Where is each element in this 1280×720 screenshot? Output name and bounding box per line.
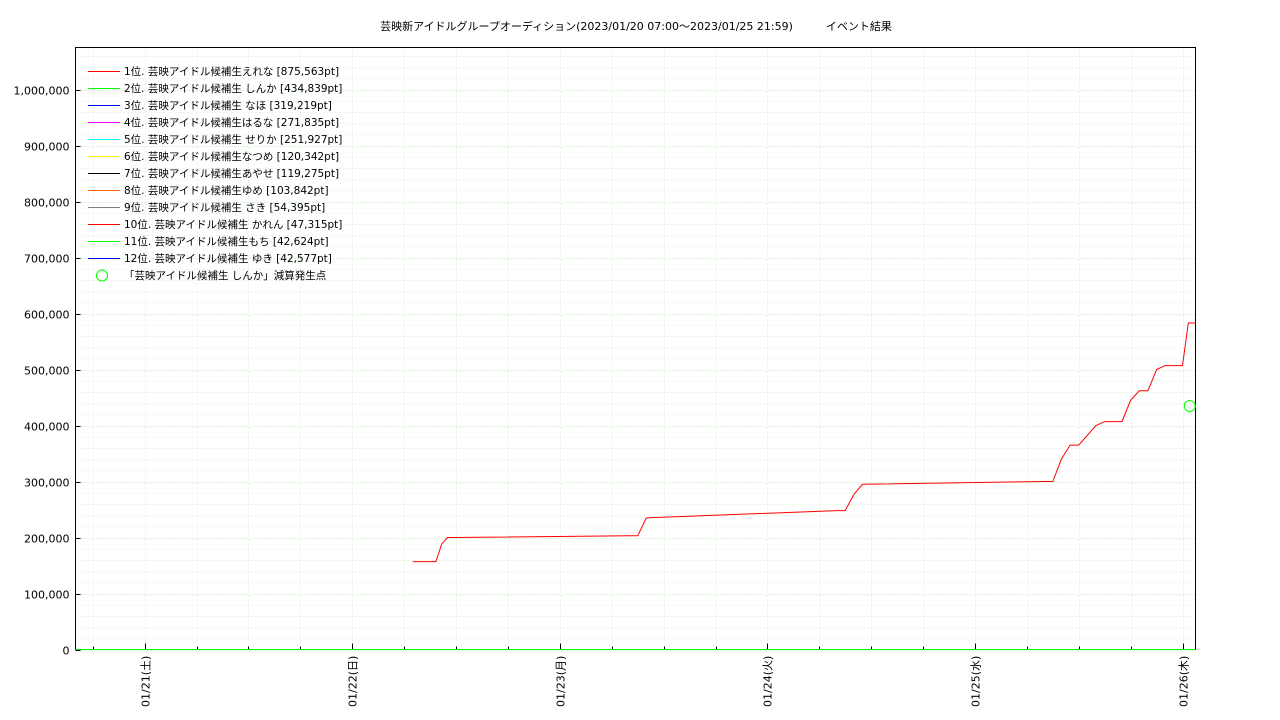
- y-tick-label: 0: [63, 645, 70, 658]
- y-tick-label: 300,000: [24, 477, 70, 490]
- y-tick-label: 900,000: [24, 141, 70, 154]
- legend-label: 5位. 芸映アイドル候補生 せりか [251,927pt]: [124, 133, 342, 146]
- deduction-point: [1183, 399, 1196, 412]
- legend-label: 12位. 芸映アイドル候補生 ゆき [42,577pt]: [124, 252, 332, 265]
- x-tick-label: 01/21(土): [140, 656, 153, 707]
- legend-label: 1位. 芸映アイドル候補生えれな [875,563pt]: [124, 65, 339, 78]
- y-tick-label: 500,000: [24, 365, 70, 378]
- series-line: [412, 322, 1196, 563]
- x-tick-label: 01/25(水): [970, 656, 983, 707]
- deduction-marker: [1183, 399, 1196, 412]
- y-tick-label: 700,000: [24, 253, 70, 266]
- y-tick-label: 100,000: [24, 589, 70, 602]
- grid: [75, 47, 1196, 651]
- legend-label: 3位. 芸映アイドル候補生 なほ [319,219pt]: [124, 99, 332, 112]
- legend-marker-label: 「芸映アイドル候補生 しんか」減算発生点: [124, 269, 326, 282]
- y-tick-label: 400,000: [24, 421, 70, 434]
- legend-label: 9位. 芸映アイドル候補生 さき [54,395pt]: [124, 201, 325, 214]
- legend-label: 11位. 芸映アイドル候補生もち [42,624pt]: [124, 235, 329, 248]
- legend-marker-icon: [96, 269, 108, 282]
- legend-label: 6位. 芸映アイドル候補生なつめ [120,342pt]: [124, 150, 339, 163]
- legend-label: 10位. 芸映アイドル候補生 かれん [47,315pt]: [124, 218, 342, 231]
- legend-label: 2位. 芸映アイドル候補生 しんか [434,839pt]: [124, 82, 342, 95]
- y-tick-label: 800,000: [24, 197, 70, 210]
- chart-title: 芸映新アイドルグループオーディション(2023/01/20 07:00～2023…: [380, 19, 892, 33]
- y-tick-label: 200,000: [24, 533, 70, 546]
- series-lines: [75, 322, 1196, 650]
- x-axis: 01/21(土) 01/22(日) 01/23(月) 01/24(火) 01/25(水)…: [93, 643, 1191, 707]
- y-tick-label: 1,000,000: [14, 85, 70, 98]
- legend-label: 7位. 芸映アイドル候補生あやせ [119,275pt]: [124, 167, 339, 180]
- x-tick-label: 01/24(火): [762, 656, 775, 707]
- x-tick-label: 01/22(日): [347, 656, 360, 707]
- x-tick-label: 01/26(木): [1178, 656, 1191, 707]
- x-tick-label: 01/23(月): [555, 656, 568, 707]
- y-axis: 0 100,000 200,000 300,000 400,000 500,000 600,…: [14, 85, 81, 658]
- legend-label: 8位. 芸映アイドル候補生ゆめ [103,842pt]: [124, 184, 329, 197]
- legend-label: 4位. 芸映アイドル候補生はるな [271,835pt]: [124, 116, 339, 129]
- legend: 1位. 芸映アイドル候補生えれな [875,563pt] 2位. 芸映アイドル候補…: [88, 65, 342, 282]
- y-tick-label: 600,000: [24, 309, 70, 322]
